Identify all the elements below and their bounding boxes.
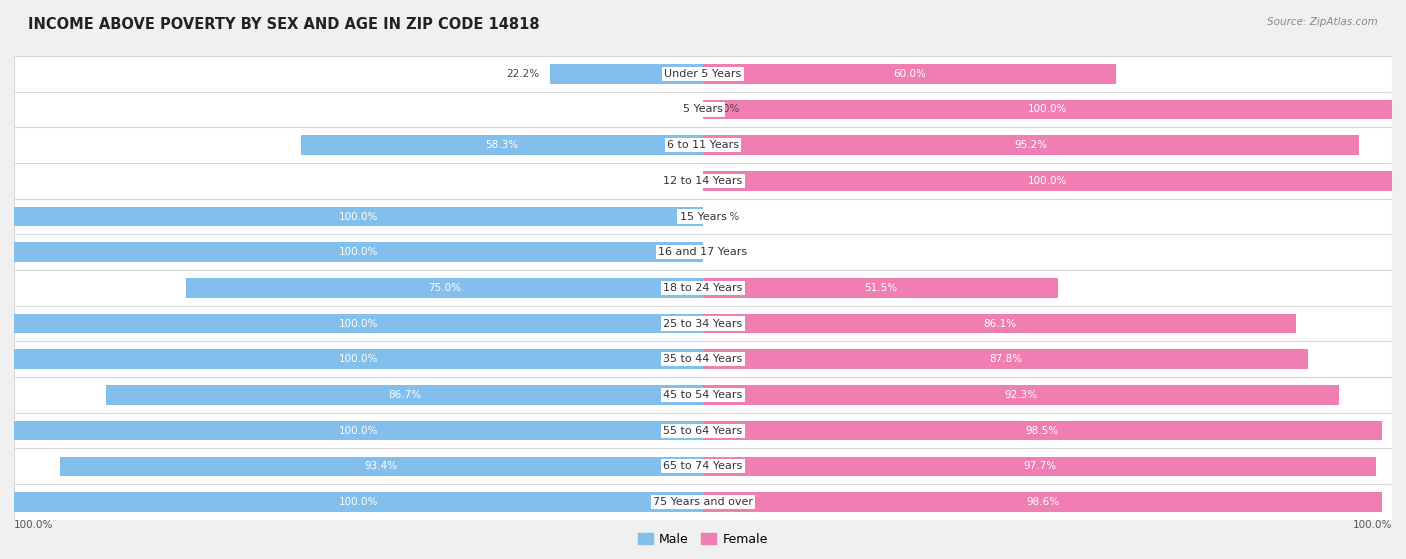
Text: 5 Years: 5 Years (683, 105, 723, 115)
Text: 75.0%: 75.0% (429, 283, 461, 293)
Bar (703, 100, 1392, 119)
FancyBboxPatch shape (14, 342, 1392, 377)
Text: 0.0%: 0.0% (713, 247, 740, 257)
Bar (301, 135, 703, 155)
Text: 75 Years and over: 75 Years and over (652, 497, 754, 507)
Text: 45 to 54 Years: 45 to 54 Years (664, 390, 742, 400)
Text: 87.8%: 87.8% (988, 354, 1022, 364)
Text: 86.7%: 86.7% (388, 390, 420, 400)
Text: 100.0%: 100.0% (339, 211, 378, 221)
Bar (703, 492, 1382, 512)
Text: 100.0%: 100.0% (1028, 176, 1067, 186)
Bar (703, 171, 1392, 191)
FancyBboxPatch shape (14, 484, 1392, 520)
FancyBboxPatch shape (14, 306, 1392, 342)
Bar (14, 314, 703, 333)
Text: 15 Years: 15 Years (679, 211, 727, 221)
Bar (703, 278, 1057, 298)
Bar (14, 207, 703, 226)
Text: 100.0%: 100.0% (339, 497, 378, 507)
FancyBboxPatch shape (14, 127, 1392, 163)
Bar (14, 349, 703, 369)
Text: 65 to 74 Years: 65 to 74 Years (664, 461, 742, 471)
FancyBboxPatch shape (14, 377, 1392, 413)
Text: 0.0%: 0.0% (713, 105, 740, 115)
Text: 35 to 44 Years: 35 to 44 Years (664, 354, 742, 364)
Bar (14, 421, 703, 440)
Bar (14, 243, 703, 262)
Bar (14, 492, 703, 512)
FancyBboxPatch shape (14, 234, 1392, 270)
Text: 12 to 14 Years: 12 to 14 Years (664, 176, 742, 186)
Text: 18 to 24 Years: 18 to 24 Years (664, 283, 742, 293)
Text: 100.0%: 100.0% (339, 425, 378, 435)
Text: 51.5%: 51.5% (863, 283, 897, 293)
Bar (703, 385, 1339, 405)
FancyBboxPatch shape (14, 448, 1392, 484)
Text: 98.6%: 98.6% (1026, 497, 1059, 507)
Bar (550, 64, 703, 83)
FancyBboxPatch shape (14, 413, 1392, 448)
Text: 100.0%: 100.0% (1353, 520, 1392, 530)
Text: Source: ZipAtlas.com: Source: ZipAtlas.com (1267, 17, 1378, 27)
Legend: Male, Female: Male, Female (633, 528, 773, 551)
Bar (703, 135, 1358, 155)
FancyBboxPatch shape (14, 198, 1392, 234)
Text: 86.1%: 86.1% (983, 319, 1017, 329)
FancyBboxPatch shape (14, 270, 1392, 306)
FancyBboxPatch shape (14, 92, 1392, 127)
Text: 100.0%: 100.0% (1028, 105, 1067, 115)
Text: 92.3%: 92.3% (1004, 390, 1038, 400)
Text: INCOME ABOVE POVERTY BY SEX AND AGE IN ZIP CODE 14818: INCOME ABOVE POVERTY BY SEX AND AGE IN Z… (28, 17, 540, 32)
Text: 0.0%: 0.0% (713, 176, 740, 186)
Text: 22.2%: 22.2% (506, 69, 540, 79)
Bar (186, 278, 703, 298)
Text: Under 5 Years: Under 5 Years (665, 69, 741, 79)
Text: 25 to 34 Years: 25 to 34 Years (664, 319, 742, 329)
Text: 100.0%: 100.0% (339, 247, 378, 257)
Text: 100.0%: 100.0% (339, 319, 378, 329)
Text: 60.0%: 60.0% (893, 69, 927, 79)
Text: 58.3%: 58.3% (485, 140, 519, 150)
Bar (105, 385, 703, 405)
Text: 55 to 64 Years: 55 to 64 Years (664, 425, 742, 435)
Text: 100.0%: 100.0% (14, 520, 53, 530)
Bar (703, 349, 1308, 369)
Text: 16 and 17 Years: 16 and 17 Years (658, 247, 748, 257)
Text: 97.7%: 97.7% (1024, 461, 1056, 471)
Text: 6 to 11 Years: 6 to 11 Years (666, 140, 740, 150)
FancyBboxPatch shape (14, 56, 1392, 92)
Text: 93.4%: 93.4% (364, 461, 398, 471)
Bar (703, 314, 1296, 333)
Bar (703, 457, 1376, 476)
Bar (703, 421, 1382, 440)
Bar (703, 64, 1116, 83)
Text: 0.0%: 0.0% (713, 211, 740, 221)
FancyBboxPatch shape (14, 163, 1392, 198)
Bar (59, 457, 703, 476)
Text: 98.5%: 98.5% (1026, 425, 1059, 435)
Text: 95.2%: 95.2% (1014, 140, 1047, 150)
Text: 100.0%: 100.0% (339, 354, 378, 364)
